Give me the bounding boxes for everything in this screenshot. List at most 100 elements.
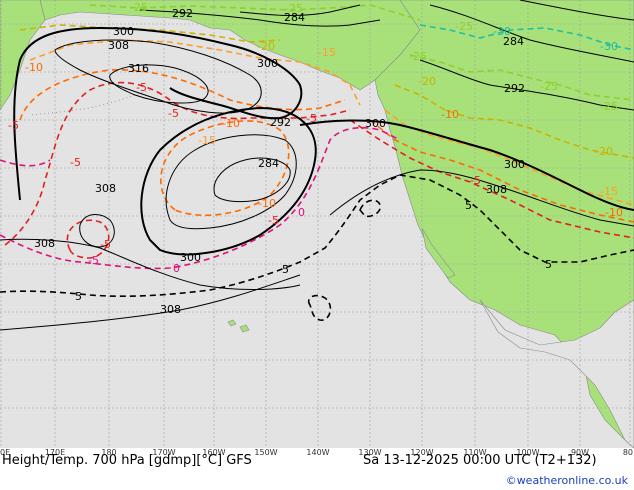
temp-label: -10 (605, 206, 623, 219)
valid-time: Sa 13-12-2025 00:00 UTC (T2+132) (363, 453, 597, 468)
height-north-right (519, 0, 634, 21)
height-308-ring-west (79, 214, 115, 248)
temp-label: -25 (285, 2, 303, 15)
temp-label: -15 (600, 185, 618, 198)
height-284-low (213, 157, 291, 203)
temp-label: -5 (88, 254, 99, 267)
height-284-north (239, 4, 361, 16)
height-292-low (165, 134, 297, 230)
temp-label: -5 (70, 156, 81, 169)
temp-label: -25 (409, 50, 427, 63)
height-label: 292 (172, 7, 193, 20)
temp-label: -10 (441, 108, 459, 121)
temp-label: -5 (168, 107, 179, 120)
temperature-contours (0, 4, 634, 321)
height-label: 300 (257, 57, 278, 70)
height-300-low (140, 106, 317, 256)
land-baja (421, 227, 456, 279)
temp-label: -5 (470, 174, 481, 187)
height-label: 308 (108, 39, 129, 52)
height-label: 300 (365, 117, 386, 130)
longitude-label: 160W (202, 448, 225, 457)
temp-label: -25 (130, 1, 148, 14)
temp-label: -10 (222, 117, 240, 130)
temp-label: -5 (100, 238, 111, 251)
temp-label: -15 (318, 46, 336, 59)
height-308-east (329, 169, 634, 227)
height-292-east (419, 59, 634, 111)
temperature-labels: -25 -30 -25 -20 -25 -10 -5 -5 -10 -15 -5… (8, 1, 623, 303)
height-300-east (299, 119, 634, 211)
temp-label: -25 (540, 80, 558, 93)
height-label: 300 (180, 251, 201, 264)
isotherm-minus-10-loop (160, 120, 290, 217)
height-label: 292 (270, 116, 291, 129)
longitude-label: 80 (623, 448, 633, 457)
temp-label: -5 (8, 119, 19, 132)
height-316-loop (109, 64, 209, 104)
temp-label: 5 (545, 258, 552, 271)
isotherm-minus-5-loop (66, 219, 110, 259)
longitude-label: 170W (152, 448, 175, 457)
lat-lon-grid (0, 0, 634, 448)
temp-label: 5 (282, 263, 289, 276)
height-label: 300 (113, 25, 134, 38)
longitude-label: 170E (45, 448, 65, 457)
longitude-label: 100W (516, 448, 539, 457)
temp-label: -20 (595, 145, 613, 158)
temp-label: -20 (418, 75, 436, 88)
isotherm-minus-25-east (409, 54, 634, 101)
isotherm-minus-30 (419, 24, 634, 51)
land-hawaii (227, 319, 250, 333)
longitude-label: 130W (358, 448, 381, 457)
temp-label: -5 (268, 214, 279, 227)
temp-label: -20 (257, 40, 275, 53)
isotherm-minus-20-north (19, 24, 281, 43)
height-label: 308 (160, 303, 181, 316)
height-label: 316 (128, 62, 149, 75)
temp-label: -15 (198, 134, 216, 147)
isotherm-0-west (0, 159, 51, 167)
temp-label: -10 (25, 61, 43, 74)
longitude-label: 110W (463, 448, 486, 457)
longitude-label: 180 (101, 448, 116, 457)
temp-label: 0 (298, 206, 305, 219)
height-label: 308 (95, 182, 116, 195)
height-label: 300 (504, 158, 525, 171)
height-label: 284 (503, 35, 524, 48)
temp-label: -30 (493, 25, 511, 38)
longitude-label: 140W (306, 448, 329, 457)
land-gulf (479, 299, 634, 449)
temp-label: -5 (306, 112, 317, 125)
temp-label: 5 (465, 199, 472, 212)
credit-link[interactable]: ©weatheronline.co.uk (505, 474, 628, 487)
height-308-southwest (0, 274, 301, 331)
height-contours (0, 0, 634, 331)
temp-label: -5 (136, 81, 147, 94)
isotherm-plus-5 (0, 174, 634, 297)
height-labels: 292 284 300 308 316 300 292 284 284 292 … (34, 7, 525, 316)
land-north-america (374, 0, 634, 449)
isotherm-minus-5-east (349, 119, 634, 239)
height-label: 308 (34, 237, 55, 250)
map-title: Height/Temp. 700 hPa [gdmp][°C] GFS (2, 453, 252, 468)
height-label: 284 (284, 11, 305, 24)
longitude-label: 150W (254, 448, 277, 457)
isotherm-minus-5 (4, 81, 351, 246)
isotherm-minus-15-west (29, 39, 361, 106)
temp-label: -10 (258, 197, 276, 210)
height-label: 292 (504, 82, 525, 95)
temp-label: -30 (600, 40, 618, 53)
longitude-labels: 0E 170E 180 170W 160W 150W 140W 130W 120W 110W 100… (0, 448, 633, 457)
isotherm-minus-10 (369, 119, 634, 223)
height-label: 284 (258, 157, 279, 170)
isotherm-plus-5-small (359, 199, 382, 218)
height-label: 308 (486, 183, 507, 196)
temp-label: -25 (455, 20, 473, 33)
isotherm-minus-20 (394, 84, 634, 159)
isotherm-0 (0, 126, 401, 270)
longitude-label: 120W (410, 448, 433, 457)
longitude-label: 90W (571, 448, 589, 457)
